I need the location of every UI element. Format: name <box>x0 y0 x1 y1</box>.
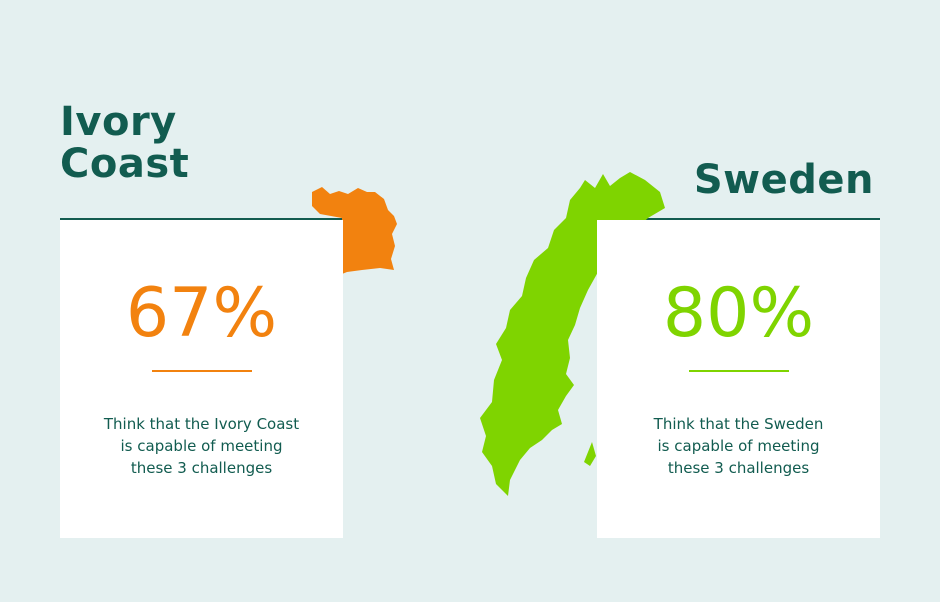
ivory-coast-title: Ivory Coast <box>60 101 300 185</box>
ivory-coast-divider <box>152 370 252 372</box>
sweden-title-underline <box>597 218 880 220</box>
sweden-stat-card: 80% Think that the Sweden is capable of … <box>597 220 880 538</box>
ivory-coast-title-line-2: Coast <box>60 141 190 187</box>
ivory-coast-caption: Think that the Ivory Coast is capable of… <box>103 415 300 477</box>
ivory-coast-map-icon <box>312 187 397 274</box>
sweden-caption: Think that the Sweden is capable of meet… <box>653 415 824 477</box>
sweden-divider <box>689 370 789 372</box>
ivory-coast-title-underline <box>60 218 343 220</box>
ivory-coast-map-shape <box>312 187 397 274</box>
sweden-map-shape <box>480 172 665 496</box>
ivory-coast-title-line-1: Ivory <box>60 99 177 145</box>
ivory-coast-percentage: 67% <box>125 274 278 353</box>
sweden-title: Sweden <box>693 157 874 203</box>
ivory-coast-stat-card: 67% Think that the Ivory Coast is capabl… <box>60 220 343 538</box>
sweden-percentage: 80% <box>662 274 815 353</box>
sweden-map-icon <box>480 172 665 496</box>
sweden-island-shape <box>584 442 596 466</box>
